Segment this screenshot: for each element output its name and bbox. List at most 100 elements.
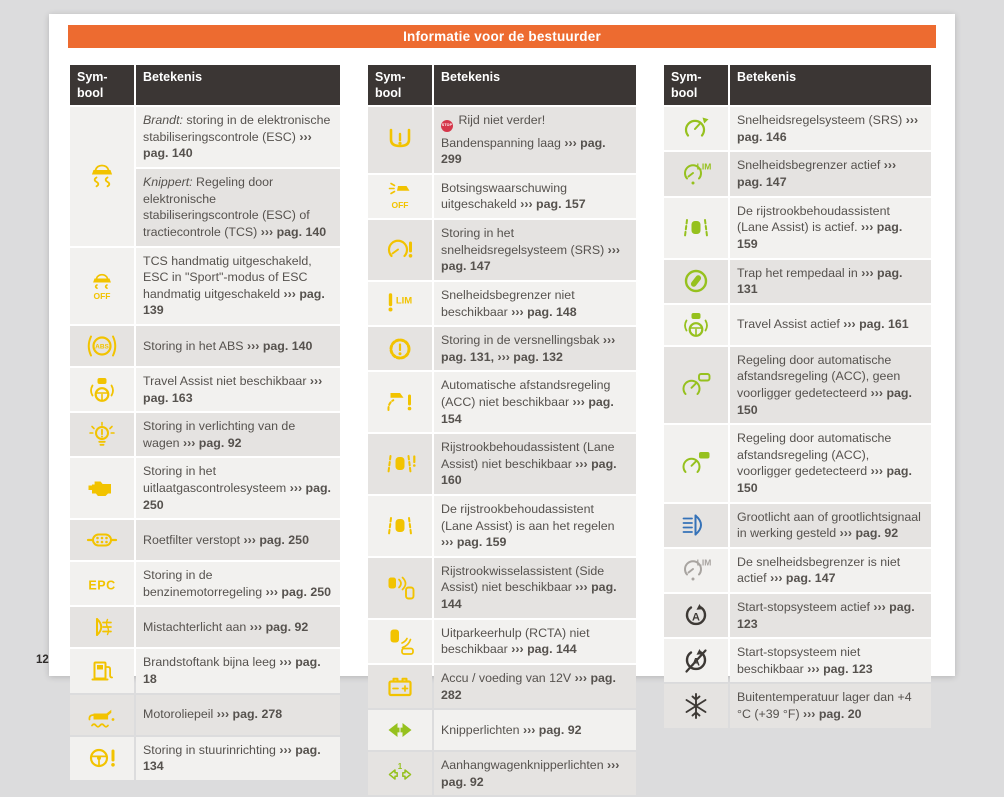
meaning-cell: Rijstrookwisselassistent (Side Assist) n…: [434, 557, 636, 618]
table-row: Brandstoftank bijna leeg ››› pag. 18: [70, 649, 340, 693]
meaning-text: ››› pag. 140: [143, 129, 312, 161]
meaning-text: Aanhangwagenknipperlichten: [441, 758, 608, 773]
meaning-text: ››› pag. 144: [511, 642, 577, 657]
meaning-cell: Start-stopsysteem actief ››› pag. 123: [730, 594, 931, 638]
meaning-text: Uitparkeerhulp (RCTA) niet beschikbaar: [441, 625, 590, 657]
meaning-cell: De rijstrookbehoudassistent (Lane Assist…: [730, 197, 931, 258]
table-row: Automatische afstandsregeling (ACC) niet…: [368, 372, 636, 433]
table-row: Motoroliepeil ››› pag. 278: [70, 694, 340, 735]
cruise-fault-icon: [368, 220, 432, 280]
meaning-text: ››› pag. 92: [839, 526, 899, 541]
table-row: Knipperlichten ››› pag. 92: [368, 710, 636, 751]
meaning-text: ››› pag. 131,: [441, 333, 616, 364]
table-row: EPC Storing in de benzinemotorregeling ››…: [70, 562, 340, 606]
meaning-cell: Brandt: storing in de elektronische stab…: [136, 107, 340, 168]
oil-level-icon: [70, 694, 134, 735]
meaning-line: Start-stopsysteem niet beschikbaar ››› p…: [737, 644, 924, 677]
symbol-table-2: Sym-bool Betekenis STOP Rijd niet verder! B…: [366, 63, 638, 797]
meaning-text: ››› pag. 148: [511, 304, 577, 319]
svg-text:OFF: OFF: [392, 200, 409, 210]
table-row: Knippert: Regeling door elektronische st…: [70, 169, 340, 246]
meaning-text: De rijstrookbehoudassistent (Lane Assist…: [441, 502, 615, 533]
meaning-line: Regeling door automatische afstandsregel…: [737, 352, 924, 418]
meaning-text: Snelheidsregelsysteem (SRS): [737, 113, 906, 128]
battery-icon: [368, 664, 432, 709]
side-assist-icon: [368, 557, 432, 618]
esc-icon: [70, 107, 134, 246]
meaning-cell: Storing in stuurinrichting ››› pag. 134: [136, 736, 340, 780]
start-stop-icon: A: [664, 594, 728, 638]
svg-text:A: A: [692, 611, 700, 623]
meaning-text: TCS handmatig uitgeschakeld, ESC in "Spo…: [143, 253, 312, 301]
cruise-active-icon: [664, 107, 728, 151]
limiter-active-icon: LIM: [664, 152, 728, 196]
meaning-text: ››› pag. 250: [143, 481, 331, 512]
table-row: Snelheidsregelsysteem (SRS) ››› pag. 146: [664, 107, 931, 151]
meaning-cell: STOP Rijd niet verder! Bandenspanning laa…: [434, 107, 636, 173]
meaning-line: Bandenspanning laag ››› pag. 299: [441, 135, 629, 168]
meaning-text: Storing in het uitlaatgascontrolesysteem: [143, 464, 290, 495]
section-title: Informatie voor de bestuurder: [403, 29, 601, 44]
meaning-cell: Uitparkeerhulp (RCTA) niet beschikbaar ›…: [434, 619, 636, 663]
check-engine-icon: [70, 458, 134, 519]
meaning-line: Storing in verlichting van de wagen ››› …: [143, 418, 333, 451]
meaning-cell: Storing in de benzinemotorregeling ››› p…: [136, 562, 340, 606]
meaning-line: Snelheidsbegrenzer actief ››› pag. 147: [737, 157, 924, 190]
table-row: Travel Assist actief ››› pag. 161: [664, 304, 931, 345]
symbol-column-header: Sym-bool: [664, 65, 728, 106]
meaning-text: Regeling door elektronische stabiliserin…: [143, 175, 310, 239]
meaning-cell: Grootlicht aan of grootlichtsignaal in w…: [730, 503, 931, 547]
table-row: Buitentemperatuur lager dan +4 °C (+39 °…: [664, 684, 931, 728]
meaning-text: ››› pag. 160: [441, 456, 617, 488]
meaning-cell: Travel Assist actief ››› pag. 161: [730, 304, 931, 345]
acc-no-vehicle-icon: [664, 346, 728, 424]
table-row: A Start-stopsysteem actief ››› pag. 123: [664, 594, 931, 638]
table-row: Brandt: storing in de elektronische stab…: [70, 107, 340, 246]
meaning-text: Trap het rempedaal in: [737, 265, 862, 280]
table-row: Trap het rempedaal in ››› pag. 131: [664, 259, 931, 303]
meaning-line: Regeling door automatische afstandsregel…: [737, 430, 924, 496]
meaning-line: Aanhangwagenknipperlichten ››› pag. 92: [441, 757, 629, 790]
svg-text:LIM: LIM: [396, 295, 412, 306]
acc-vehicle-icon: [664, 425, 728, 502]
meaning-text: ››› pag. 92: [249, 620, 309, 635]
meaning-line: Mistachterlicht aan ››› pag. 92: [143, 619, 333, 636]
meaning-text: ››› pag. 140: [247, 338, 313, 353]
meaning-cell: Snelheidsbegrenzer actief ››› pag. 147: [730, 152, 931, 196]
acc-unavailable-icon: [368, 372, 432, 433]
meaning-line: Travel Assist actief ››› pag. 161: [737, 316, 924, 333]
meaning-text: ››› pag. 123: [737, 600, 915, 631]
table-header-row: Sym-bool Betekenis: [368, 65, 636, 106]
table-row: Regeling door automatische afstandsregel…: [664, 425, 931, 502]
meaning-text: ››› pag. 139: [143, 286, 325, 318]
meaning-text: ››› pag. 159: [737, 220, 903, 251]
symbol-tables: Sym-bool Betekenis Brandt: storing in de e…: [68, 63, 933, 797]
table-row: ABS Storing in het ABS ››› pag. 140: [70, 325, 340, 366]
table-header-row: Sym-bool Betekenis: [664, 65, 931, 106]
meaning-line: Grootlicht aan of grootlichtsignaal in w…: [737, 509, 924, 542]
meaning-text: Motoroliepeil: [143, 707, 217, 722]
page-number: 12: [36, 654, 49, 666]
meaning-cell: Brandstoftank bijna leeg ››› pag. 18: [136, 649, 340, 693]
meaning-text: ››› pag. 123: [807, 661, 873, 676]
lights-fault-icon: [70, 413, 134, 457]
svg-text:OFF: OFF: [94, 291, 111, 301]
meaning-text: ››› pag. 154: [441, 394, 614, 426]
table-row: Roetfilter verstopt ››› pag. 250: [70, 520, 340, 561]
svg-text:LIM: LIM: [697, 162, 712, 172]
meaning-text: ››› pag. 92: [522, 722, 582, 737]
meaning-text: Storing in het snelheidsregelsysteem (SR…: [441, 226, 608, 257]
lane-assist-green-icon: [664, 197, 728, 258]
meaning-column-header: Betekenis: [136, 65, 340, 106]
meaning-cell: Storing in het uitlaatgascontrolesysteem…: [136, 458, 340, 519]
meaning-line: Snelheidsbegrenzer niet beschikbaar ››› …: [441, 287, 629, 320]
meaning-text: Storing in het ABS: [143, 338, 248, 353]
meaning-line: Trap het rempedaal in ››› pag. 131: [737, 265, 924, 298]
rear-fog-icon: [70, 607, 134, 648]
meaning-text: ››› pag. 150: [737, 385, 912, 417]
table-row: OFF TCS handmatig uitgeschakeld, ESC in "…: [70, 247, 340, 324]
meaning-text: ››› pag. 282: [441, 670, 616, 702]
meaning-text: Snelheidsbegrenzer actief: [737, 158, 884, 173]
stop-icon: STOP: [441, 119, 453, 132]
particulate-filter-icon: [70, 520, 134, 561]
